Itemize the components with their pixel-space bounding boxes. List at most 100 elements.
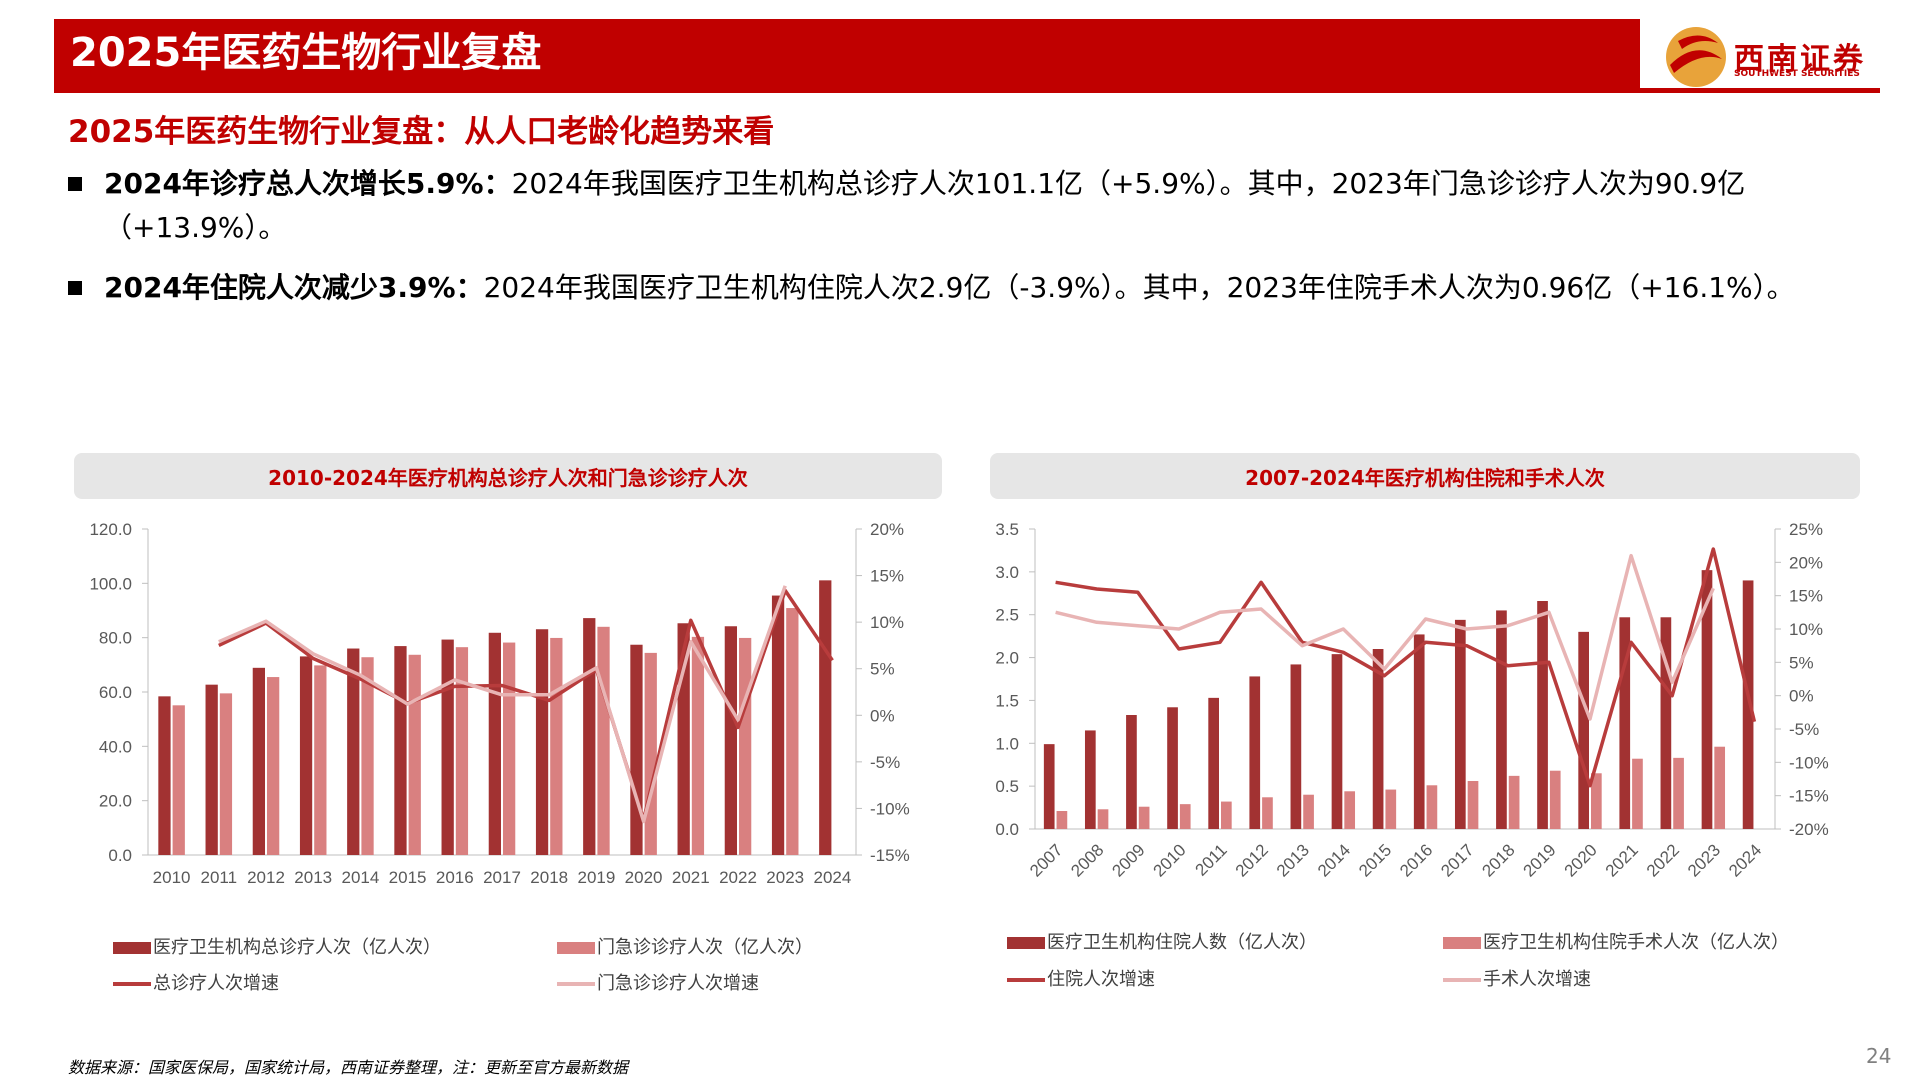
x-tick-label: 2024 — [813, 868, 851, 887]
x-tick-label: 2022 — [719, 868, 757, 887]
x-tick-label: 2018 — [530, 868, 568, 887]
legend-label: 医疗卫生机构住院手术人次（亿人次） — [1483, 932, 1789, 953]
bar-1 — [1454, 619, 1466, 829]
x-tick-label: 2019 — [1520, 840, 1560, 880]
bar-2 — [1221, 801, 1232, 829]
y-tick-label: 20.0 — [99, 792, 132, 811]
y2-tick-label: -5% — [870, 753, 900, 772]
y-tick-label: 2.0 — [995, 649, 1019, 668]
bar-2 — [1467, 781, 1479, 829]
y2-tick-label: 15% — [870, 567, 904, 586]
legend-label: 门急诊诊疗人次（亿人次） — [597, 937, 813, 958]
legend-swatch — [1007, 937, 1045, 949]
y-tick-label: 120.0 — [89, 520, 132, 539]
y2-tick-label: 20% — [1789, 553, 1823, 572]
bar-2 — [1673, 757, 1684, 829]
bar-1 — [299, 656, 313, 855]
x-tick-label: 2023 — [766, 868, 804, 887]
x-tick-label: 2007 — [1026, 840, 1066, 880]
legend-label: 住院人次增速 — [1047, 969, 1155, 990]
x-tick-label: 2022 — [1643, 840, 1683, 880]
bar-1 — [819, 580, 832, 855]
data-source-note: 数据来源：国家医保局，国家统计局，西南证券整理，注：更新至官方最新数据 — [68, 1058, 629, 1077]
y2-tick-label: -15% — [870, 846, 910, 865]
bar-1 — [252, 667, 265, 855]
y2-tick-label: 10% — [870, 613, 904, 632]
bullet-2-bold: 2024年住院人次减少3.9%： — [104, 271, 484, 304]
x-tick-label: 2024 — [1725, 840, 1765, 880]
y2-tick-label: 10% — [1789, 620, 1823, 639]
y-tick-label: 0.5 — [995, 777, 1019, 796]
bar-1 — [1331, 654, 1343, 829]
bar-1 — [394, 646, 407, 855]
page-number: 24 — [1866, 1044, 1892, 1068]
x-tick-label: 2010 — [1150, 840, 1190, 880]
bar-2 — [1097, 809, 1109, 829]
bullet-item-2: 2024年住院人次减少3.9%：2024年我国医疗卫生机构住院人次2.9亿（-3… — [68, 266, 1868, 310]
x-tick-label: 2012 — [247, 868, 285, 887]
bar-1 — [630, 644, 643, 855]
logo-emblem-icon — [1666, 27, 1726, 87]
chart-1: 0.0 20.0 40.0 60.0 80.0 100.0 120.0 -15% -10% -5%… — [89, 520, 910, 994]
line-series-1 — [1055, 547, 1757, 788]
y-tick-label: 60.0 — [99, 683, 132, 702]
bar-1 — [1249, 676, 1261, 829]
legend-label: 总诊疗人次增速 — [153, 973, 279, 994]
bar-1 — [1126, 715, 1137, 829]
y-tick-label: 1.5 — [995, 691, 1019, 710]
bullet-square-icon — [68, 281, 82, 295]
legend-label: 医疗卫生机构总诊疗人次（亿人次） — [153, 937, 441, 958]
bar-1 — [1496, 610, 1507, 829]
x-tick-label: 2014 — [341, 868, 379, 887]
x-tick-label: 2019 — [577, 868, 615, 887]
bar-2 — [314, 665, 327, 855]
y-tick-label: 3.5 — [995, 520, 1019, 539]
x-tick-label: 2015 — [389, 868, 427, 887]
x-tick-label: 2017 — [483, 868, 521, 887]
y-tick-label: 1.0 — [995, 734, 1019, 753]
bar-1 — [158, 696, 171, 855]
bar-1 — [583, 618, 596, 855]
logo-underline — [1640, 88, 1880, 93]
y2-tick-label: 5% — [1789, 653, 1814, 672]
x-tick-label: 2014 — [1314, 840, 1354, 880]
bar-1 — [1290, 664, 1302, 829]
bar-1 — [205, 684, 218, 855]
bar-1 — [724, 626, 737, 855]
logo-name-cn: 西南证券 — [1734, 42, 1866, 77]
bar-2 — [172, 705, 185, 855]
bar-1 — [1742, 580, 1754, 829]
x-tick-label: 2011 — [1192, 840, 1231, 879]
y2-tick-label: 5% — [870, 660, 895, 679]
y2-tick-label: 0% — [1789, 687, 1814, 706]
y2-tick-label: -15% — [1789, 787, 1829, 806]
legend-label: 手术人次增速 — [1483, 969, 1591, 990]
y2-tick-label: 15% — [1789, 587, 1823, 606]
x-tick-label: 2016 — [1396, 840, 1436, 880]
bar-2 — [408, 654, 421, 855]
bar-2 — [1426, 785, 1438, 829]
chart-2-title: 2007-2024年医疗机构住院和手术人次 — [990, 453, 1860, 499]
bar-1 — [1084, 730, 1096, 829]
header-bar — [54, 19, 1640, 93]
legend-swatch — [1443, 937, 1481, 949]
bar-2 — [1179, 804, 1191, 829]
bar-1 — [441, 639, 454, 855]
y-tick-label: 40.0 — [99, 737, 132, 756]
bar-2 — [1591, 773, 1602, 829]
y-tick-label: 0.0 — [995, 820, 1019, 839]
bullet-1-text: 2024年我国医疗卫生机构总诊疗人次101.1亿（+5.9%）。其中，2023年… — [104, 167, 1746, 244]
bar-2 — [1056, 811, 1068, 829]
bar-1 — [1619, 617, 1631, 829]
bar-1 — [1043, 744, 1055, 829]
bar-2 — [1344, 791, 1356, 829]
legend-label: 门急诊诊疗人次增速 — [597, 973, 759, 994]
x-tick-label: 2010 — [153, 868, 191, 887]
bar-2 — [455, 647, 469, 855]
bar-1 — [1208, 697, 1219, 829]
x-tick-label: 2016 — [436, 868, 474, 887]
legend-label: 医疗卫生机构住院人数（亿人次） — [1047, 932, 1317, 953]
page-title: 2025年医药生物行业复盘 — [70, 30, 542, 76]
y-tick-label: 0.0 — [108, 846, 132, 865]
x-tick-label: 2017 — [1437, 840, 1477, 880]
